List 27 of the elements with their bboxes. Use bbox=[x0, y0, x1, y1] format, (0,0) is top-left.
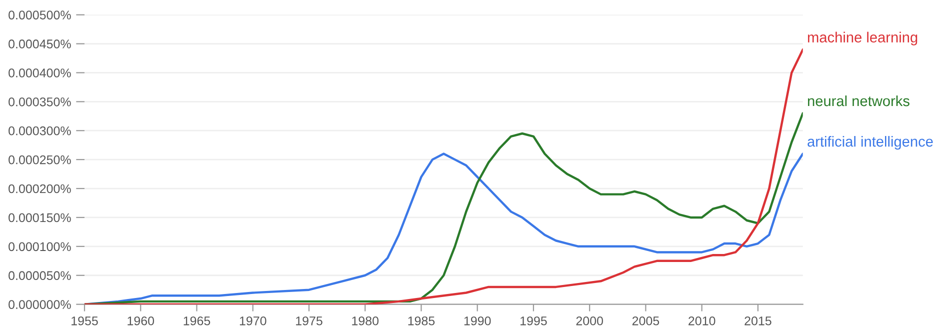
x-tick-label: 2010 bbox=[688, 316, 716, 326]
x-tick-label: 1995 bbox=[520, 316, 547, 326]
x-tick-label: 1980 bbox=[352, 316, 379, 326]
x-tick-label: 2015 bbox=[744, 316, 772, 326]
y-tick-label: 0.000400% bbox=[8, 68, 71, 78]
y-tick-label: 0.000100% bbox=[8, 242, 71, 252]
x-tick-label: 1955 bbox=[72, 316, 98, 326]
x-tick-label: 1990 bbox=[464, 316, 491, 326]
y-tick-label: 0.000500% bbox=[8, 10, 71, 20]
y-tick-label: 0.000200% bbox=[8, 184, 71, 194]
x-tick-label: 1960 bbox=[128, 316, 154, 326]
series-label: neural networks bbox=[808, 95, 910, 106]
y-tick-label: 0.000000% bbox=[8, 300, 71, 309]
y-tick-label: 0.000300% bbox=[8, 126, 71, 136]
x-tick-label: 1975 bbox=[296, 316, 322, 326]
y-tick-label: 0.000250% bbox=[8, 155, 71, 164]
series-label: artificial intelligence bbox=[808, 136, 933, 150]
y-tick-label: 0.000350% bbox=[8, 97, 71, 106]
x-tick-label: 2005 bbox=[632, 316, 660, 326]
y-tick-label: 0.000450% bbox=[8, 40, 71, 48]
y-tick-label: 0.000150% bbox=[8, 213, 71, 222]
series-label: machine learning bbox=[808, 32, 918, 46]
x-tick-label: 1965 bbox=[184, 316, 210, 326]
x-tick-label: 1985 bbox=[408, 316, 435, 326]
x-tick-label: 1970 bbox=[240, 316, 266, 326]
y-tick-label: 0.000050% bbox=[8, 271, 71, 280]
x-tick-label: 2000 bbox=[576, 316, 604, 326]
